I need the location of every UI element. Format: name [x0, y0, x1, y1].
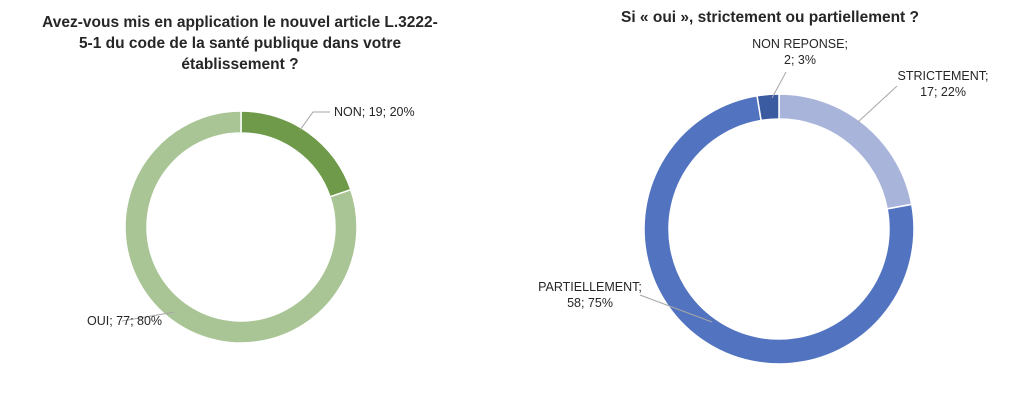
data-label-non: NON; 19; 20%: [334, 105, 415, 119]
slice-non: [241, 111, 351, 197]
slice-strictement: [779, 94, 912, 209]
leader-line-strictement: [858, 86, 897, 122]
data-label-partiellement: PARTIELLEMENT; 58; 75%: [538, 280, 642, 310]
data-label-oui: OUI; 77; 80%: [87, 314, 162, 328]
leader-line-non: [300, 112, 330, 130]
data-label-non-reponse: NON REPONSE; 2; 3%: [752, 37, 848, 67]
slice-non-reponse: [757, 94, 779, 120]
data-label-strictement: STRICTEMENT; 17; 22%: [898, 69, 989, 99]
